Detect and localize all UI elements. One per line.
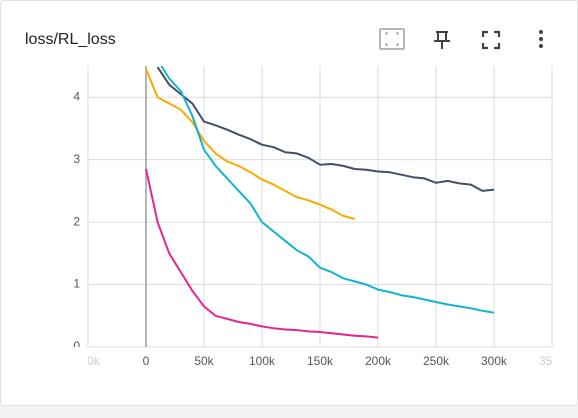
y-tick-label: 3 [73,152,80,166]
y-tick-label: 0 [73,339,80,353]
x-tick-label: -50k [76,354,100,368]
series-line [156,66,495,192]
pin-icon[interactable] [434,31,450,49]
y-tick-label: 2 [73,214,80,228]
card [0,0,578,406]
x-tick-label: 100k [249,354,276,368]
x-tick-label: 50k [194,354,214,368]
fit-domain-icon[interactable] [379,28,405,50]
x-tick-label: 150k [307,354,334,368]
x-tick-label: 200k [365,354,392,368]
x-tick-label: 350k [539,354,566,368]
x-tick-label: 300k [481,354,508,368]
series-line [160,66,495,314]
fullscreen-icon[interactable] [481,30,501,50]
y-axis-labels: 0 1 2 3 4 [73,89,80,353]
y-tick-label: 4 [73,89,80,103]
grid [87,66,553,348]
x-tick-label: 250k [423,354,450,368]
more-icon[interactable] [539,30,543,48]
y-tick-label: 1 [73,277,80,291]
lines [145,66,495,339]
x-tick-label: 0 [143,354,150,368]
series-line [145,68,356,220]
series-line [145,168,379,339]
x-axis-labels: -50k 0 50k 100k 150k 200k 250k 300k 350k [76,354,566,368]
chart-title: loss/RL_loss [25,31,116,48]
